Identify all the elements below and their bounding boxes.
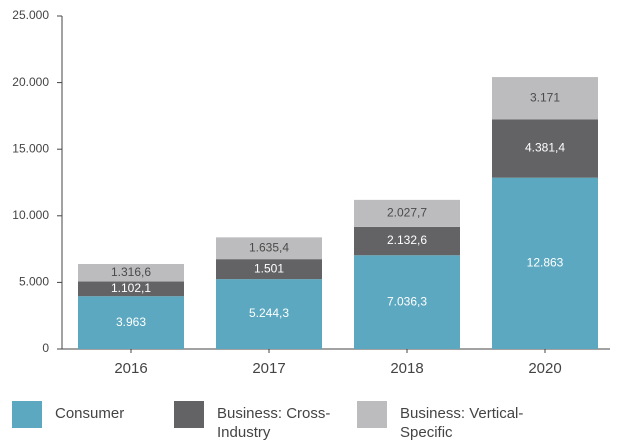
legend-swatch	[12, 401, 42, 428]
data-label: 2.132,6	[387, 233, 427, 247]
bar-segment	[492, 177, 598, 349]
y-tick-label: 0	[42, 341, 49, 355]
x-tick-label: 2016	[114, 360, 147, 377]
data-label: 7.036,3	[387, 294, 427, 308]
bar-segment	[216, 279, 322, 349]
data-label: 1.102,1	[111, 281, 151, 295]
data-label: 4.381,4	[525, 141, 565, 155]
data-label: 1.635,4	[249, 240, 289, 254]
data-label: 5.244,3	[249, 306, 289, 320]
legend-item: Consumer	[12, 401, 165, 428]
y-tick-label: 10.000	[12, 208, 49, 222]
y-tick-label: 5.000	[19, 275, 49, 289]
bar-segment	[354, 226, 460, 256]
bar-segment	[492, 77, 598, 120]
data-label: 1.501	[254, 261, 284, 275]
legend-item: Business: Cross-Industry	[174, 401, 342, 442]
y-tick-label: 20.000	[12, 75, 49, 89]
legend-swatch	[357, 401, 387, 428]
bar-segment	[216, 237, 322, 260]
bar-segment	[354, 199, 460, 227]
bar-segment	[216, 259, 322, 280]
data-label: 2.027,7	[387, 206, 427, 220]
x-tick-label: 2020	[528, 360, 561, 377]
y-tick-label: 25.000	[12, 8, 49, 22]
bar-segment	[492, 119, 598, 178]
data-label: 3.963	[116, 315, 146, 329]
data-label: 12.863	[527, 256, 564, 270]
bar-segment	[354, 255, 460, 349]
legend-label: Consumer	[55, 405, 125, 422]
bar-segment	[78, 296, 184, 349]
legend-label: Business: Cross-Industry	[217, 405, 331, 441]
legend-label: Business: Vertical-Specific	[400, 405, 524, 441]
y-tick-label: 15.000	[12, 141, 49, 155]
data-label: 1.316,6	[111, 265, 151, 279]
plot: 0 5.000 10.000 15.000 20.000 25.000 2016 3.963 1…	[12, 8, 610, 377]
data-label: 3.171	[530, 90, 560, 104]
legend-item: Business: Vertical-Specific	[357, 401, 525, 442]
x-tick-label: 2018	[390, 360, 423, 377]
bar-segment	[78, 263, 184, 282]
x-tick-label: 2017	[252, 360, 285, 377]
bar-segment	[78, 281, 184, 297]
legend-swatch	[174, 401, 204, 428]
